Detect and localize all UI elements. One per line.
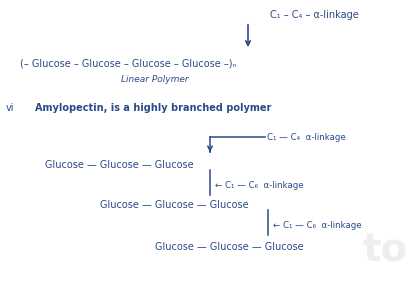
Text: Glucose — Glucose — Glucose: Glucose — Glucose — Glucose	[100, 200, 249, 210]
Text: Glucose — Glucose — Glucose: Glucose — Glucose — Glucose	[155, 242, 304, 252]
Text: to: to	[363, 231, 408, 269]
Text: vi: vi	[6, 103, 14, 113]
Text: Glucose — Glucose — Glucose: Glucose — Glucose — Glucose	[45, 160, 194, 170]
Text: ← C₁ — C₆  α-linkage: ← C₁ — C₆ α-linkage	[215, 180, 304, 189]
Text: ← C₁ — C₆  α-linkage: ← C₁ — C₆ α-linkage	[273, 221, 362, 230]
Text: C₁ – C₄ – α-linkage: C₁ – C₄ – α-linkage	[270, 10, 359, 20]
Text: C₁ — C₄  α-linkage: C₁ — C₄ α-linkage	[267, 133, 346, 142]
Text: Amylopectin, is a highly branched polymer: Amylopectin, is a highly branched polyme…	[35, 103, 271, 113]
Text: (– Glucose – Glucose – Glucose – Glucose –)ₙ: (– Glucose – Glucose – Glucose – Glucose…	[20, 58, 236, 68]
Text: Linear Polymer: Linear Polymer	[121, 75, 189, 84]
